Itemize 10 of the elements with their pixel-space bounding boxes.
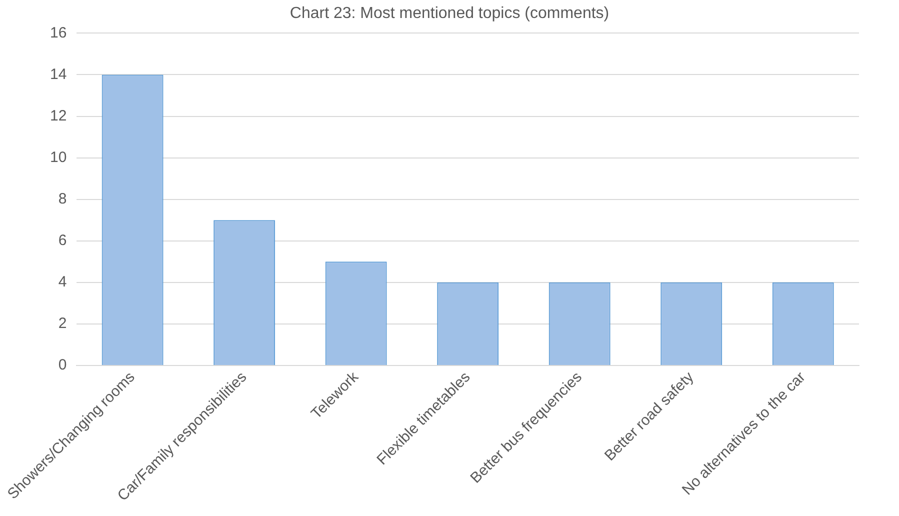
y-tick-label: 2	[58, 315, 67, 332]
y-tick-label: 16	[50, 24, 67, 42]
y-tick-label: 12	[50, 107, 67, 124]
chart-title: Chart 23: Most mentioned topics (comments)	[290, 5, 610, 22]
y-tick-label: 4	[58, 274, 67, 291]
y-tick-label: 6	[58, 232, 67, 250]
y-tick-label: 14	[50, 66, 67, 83]
y-tick-label: 10	[50, 148, 67, 166]
y-tick-label: 0	[58, 356, 67, 374]
y-tick-label: 8	[58, 190, 67, 208]
